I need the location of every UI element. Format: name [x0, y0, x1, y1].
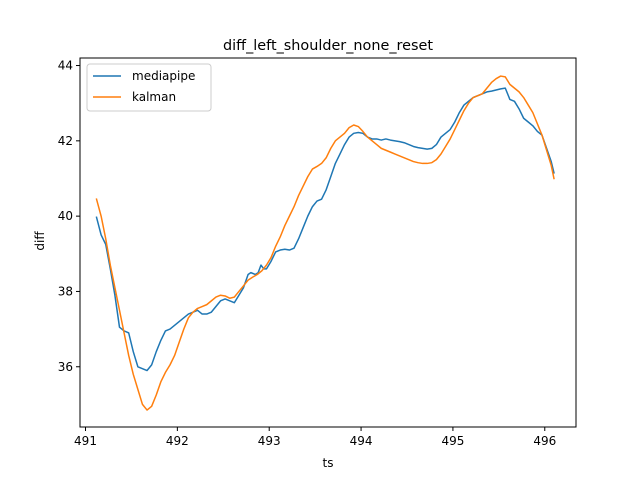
legend-label-kalman: kalman	[132, 90, 176, 104]
y-axis-label: diff	[33, 231, 47, 251]
legend: mediapipe kalman	[86, 63, 212, 112]
legend-label-mediapipe: mediapipe	[132, 69, 195, 83]
x-axis: 491 492 493 494 495 496	[74, 427, 556, 448]
y-axis: 36 38 40 42 44	[58, 59, 80, 374]
x-tick-label: 495	[441, 434, 464, 448]
x-tick-label: 493	[258, 434, 281, 448]
x-tick-label: 491	[74, 434, 97, 448]
series-line-kalman	[95, 75, 555, 411]
x-tick-label: 494	[350, 434, 373, 448]
x-axis-label: ts	[323, 456, 334, 470]
plot-area	[79, 57, 577, 428]
axes-frame	[79, 57, 577, 428]
y-tick-label: 38	[58, 284, 73, 298]
series-layer	[95, 75, 555, 411]
x-tick-label: 496	[533, 434, 556, 448]
y-tick-label: 36	[58, 360, 73, 374]
x-tick-label: 492	[166, 434, 189, 448]
y-tick-label: 44	[58, 59, 73, 73]
y-tick-label: 42	[58, 134, 73, 148]
y-tick-label: 40	[58, 209, 73, 223]
chart-title: diff_left_shoulder_none_reset	[223, 38, 433, 54]
